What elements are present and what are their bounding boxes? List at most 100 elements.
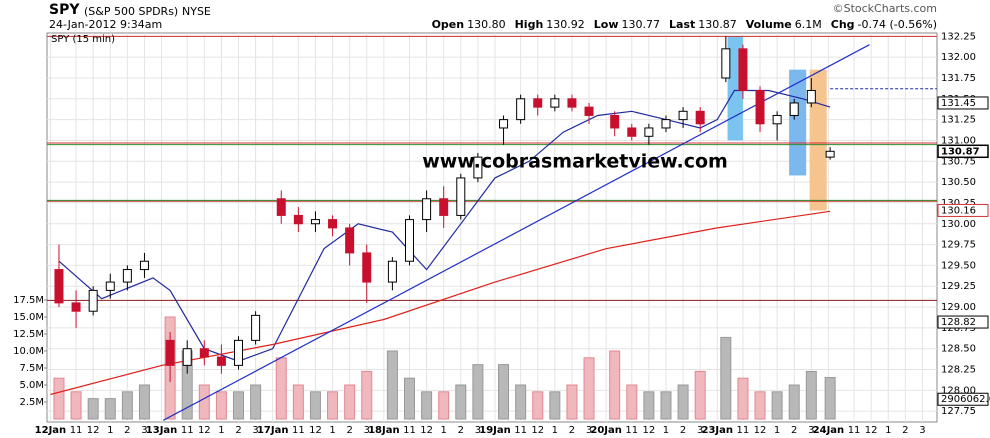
candle-body [825, 150, 835, 158]
candle-body [199, 348, 209, 358]
x-tick-label: 24Jan [813, 425, 845, 436]
candle-body [584, 106, 594, 116]
price-marker-label: 130.16 [941, 205, 976, 216]
candle-body [54, 269, 64, 304]
legend: SPY (15 min) [51, 34, 115, 45]
y-tick-label: 129.00 [941, 302, 976, 313]
candle-body [387, 260, 397, 283]
volume-bar [455, 384, 467, 420]
x-tick-label: 1 [107, 425, 113, 436]
candle-body [328, 219, 338, 229]
volume-bar [215, 391, 227, 420]
candle-body [806, 89, 816, 104]
price-marker-label: 131.45 [941, 98, 976, 109]
quote-label: Last [669, 18, 696, 31]
candle-body [105, 281, 115, 291]
candle-body [165, 339, 175, 366]
x-tick-label: 3 [141, 425, 147, 436]
y-tick-label: 132.00 [941, 52, 976, 63]
candle-body [567, 98, 577, 108]
y-tick-label: 131.00 [941, 135, 976, 146]
x-tick-label: 3 [697, 425, 703, 436]
candle-body [550, 98, 560, 108]
volume-bar [198, 384, 210, 420]
x-tick-label: 2 [124, 425, 130, 436]
y-tick-label: 128.50 [941, 344, 976, 355]
volume-bar [626, 384, 638, 420]
x-tick-label: 2 [902, 425, 908, 436]
x-tick-label: 1 [441, 425, 447, 436]
quote-label: Low [593, 18, 619, 31]
candle-body [661, 119, 671, 129]
y-tick-label: 131.25 [941, 115, 976, 126]
candle-body [721, 48, 731, 79]
x-tick-label: 2 [680, 425, 686, 436]
volume-bar [583, 357, 595, 420]
y-tick-label: 128.00 [941, 385, 976, 396]
volume-bar [771, 391, 783, 420]
candle-body [627, 127, 637, 137]
volume-bar [438, 391, 450, 420]
candle-body [456, 177, 466, 216]
candle-body [139, 260, 149, 271]
x-tick-label: 2 [235, 425, 241, 436]
x-tick-label: 3 [252, 425, 258, 436]
x-tick-label: 11 [292, 425, 305, 436]
x-tick-label: 11 [848, 425, 861, 436]
x-tick-label: 17Jan [257, 425, 289, 436]
candle-body [276, 198, 286, 216]
y-tick-label: 128.25 [941, 365, 976, 376]
y-tick-label: 129.50 [941, 260, 976, 271]
y2-tick-label: 2.5M [19, 397, 44, 408]
volume-bar [421, 391, 433, 420]
x-tick-label: 1 [774, 425, 780, 436]
candle-body [251, 314, 261, 341]
quote-label: Volume [745, 18, 792, 31]
quote-value: -0.74 (-0.56%) [857, 18, 937, 31]
y2-tick-label: 7.5M [19, 363, 44, 374]
price-marker-box [937, 144, 989, 159]
quote-item: Low 130.77 [594, 18, 660, 31]
x-tick-label: 2 [458, 425, 464, 436]
price-marker-box [937, 315, 989, 329]
volume-bar [361, 370, 373, 420]
volume-bar [720, 336, 732, 420]
volume-bar [643, 391, 655, 420]
y-tick-label: 130.50 [941, 177, 976, 188]
candle-body [789, 102, 799, 116]
x-tick-label: 11 [181, 425, 194, 436]
volume-bar [566, 384, 578, 420]
x-tick-label: 1 [218, 425, 224, 436]
quote-item: High 130.92 [515, 18, 585, 31]
symbol: SPY [49, 2, 80, 18]
price-marker-box [937, 203, 989, 217]
volume-bar [515, 384, 527, 420]
y2-tick-label: 12.5M [13, 329, 44, 340]
quote-label: High [514, 18, 544, 31]
volume-bar [824, 377, 836, 420]
volume-bar [403, 377, 415, 420]
x-tick-label: 1 [552, 425, 558, 436]
y2-tick-label: 15.0M [13, 312, 44, 323]
volume-bar [275, 357, 287, 420]
volume-bar [53, 377, 65, 420]
x-tick-label: 12 [531, 425, 544, 436]
x-tick-label: 3 [364, 425, 370, 436]
candle-body [216, 356, 226, 366]
x-tick-label: 12Jan [35, 425, 67, 436]
volume-bar [805, 370, 817, 420]
x-tick-label: 13Jan [146, 425, 178, 436]
moving-average [50, 210, 831, 396]
x-tick-label: 1 [663, 425, 669, 436]
y2-tick-label: 10.0M [13, 346, 44, 357]
quote-label: Open [431, 18, 465, 31]
x-tick-label: 2 [791, 425, 797, 436]
date: 24-Jan-2012 9:34am [49, 18, 163, 31]
x-tick-label: 3 [919, 425, 925, 436]
volume-bar [754, 391, 766, 420]
volume-bar [87, 398, 99, 420]
y-tick-label: 129.25 [941, 281, 976, 292]
candle-body [293, 214, 303, 225]
y-tick-label: 130.25 [941, 198, 976, 209]
